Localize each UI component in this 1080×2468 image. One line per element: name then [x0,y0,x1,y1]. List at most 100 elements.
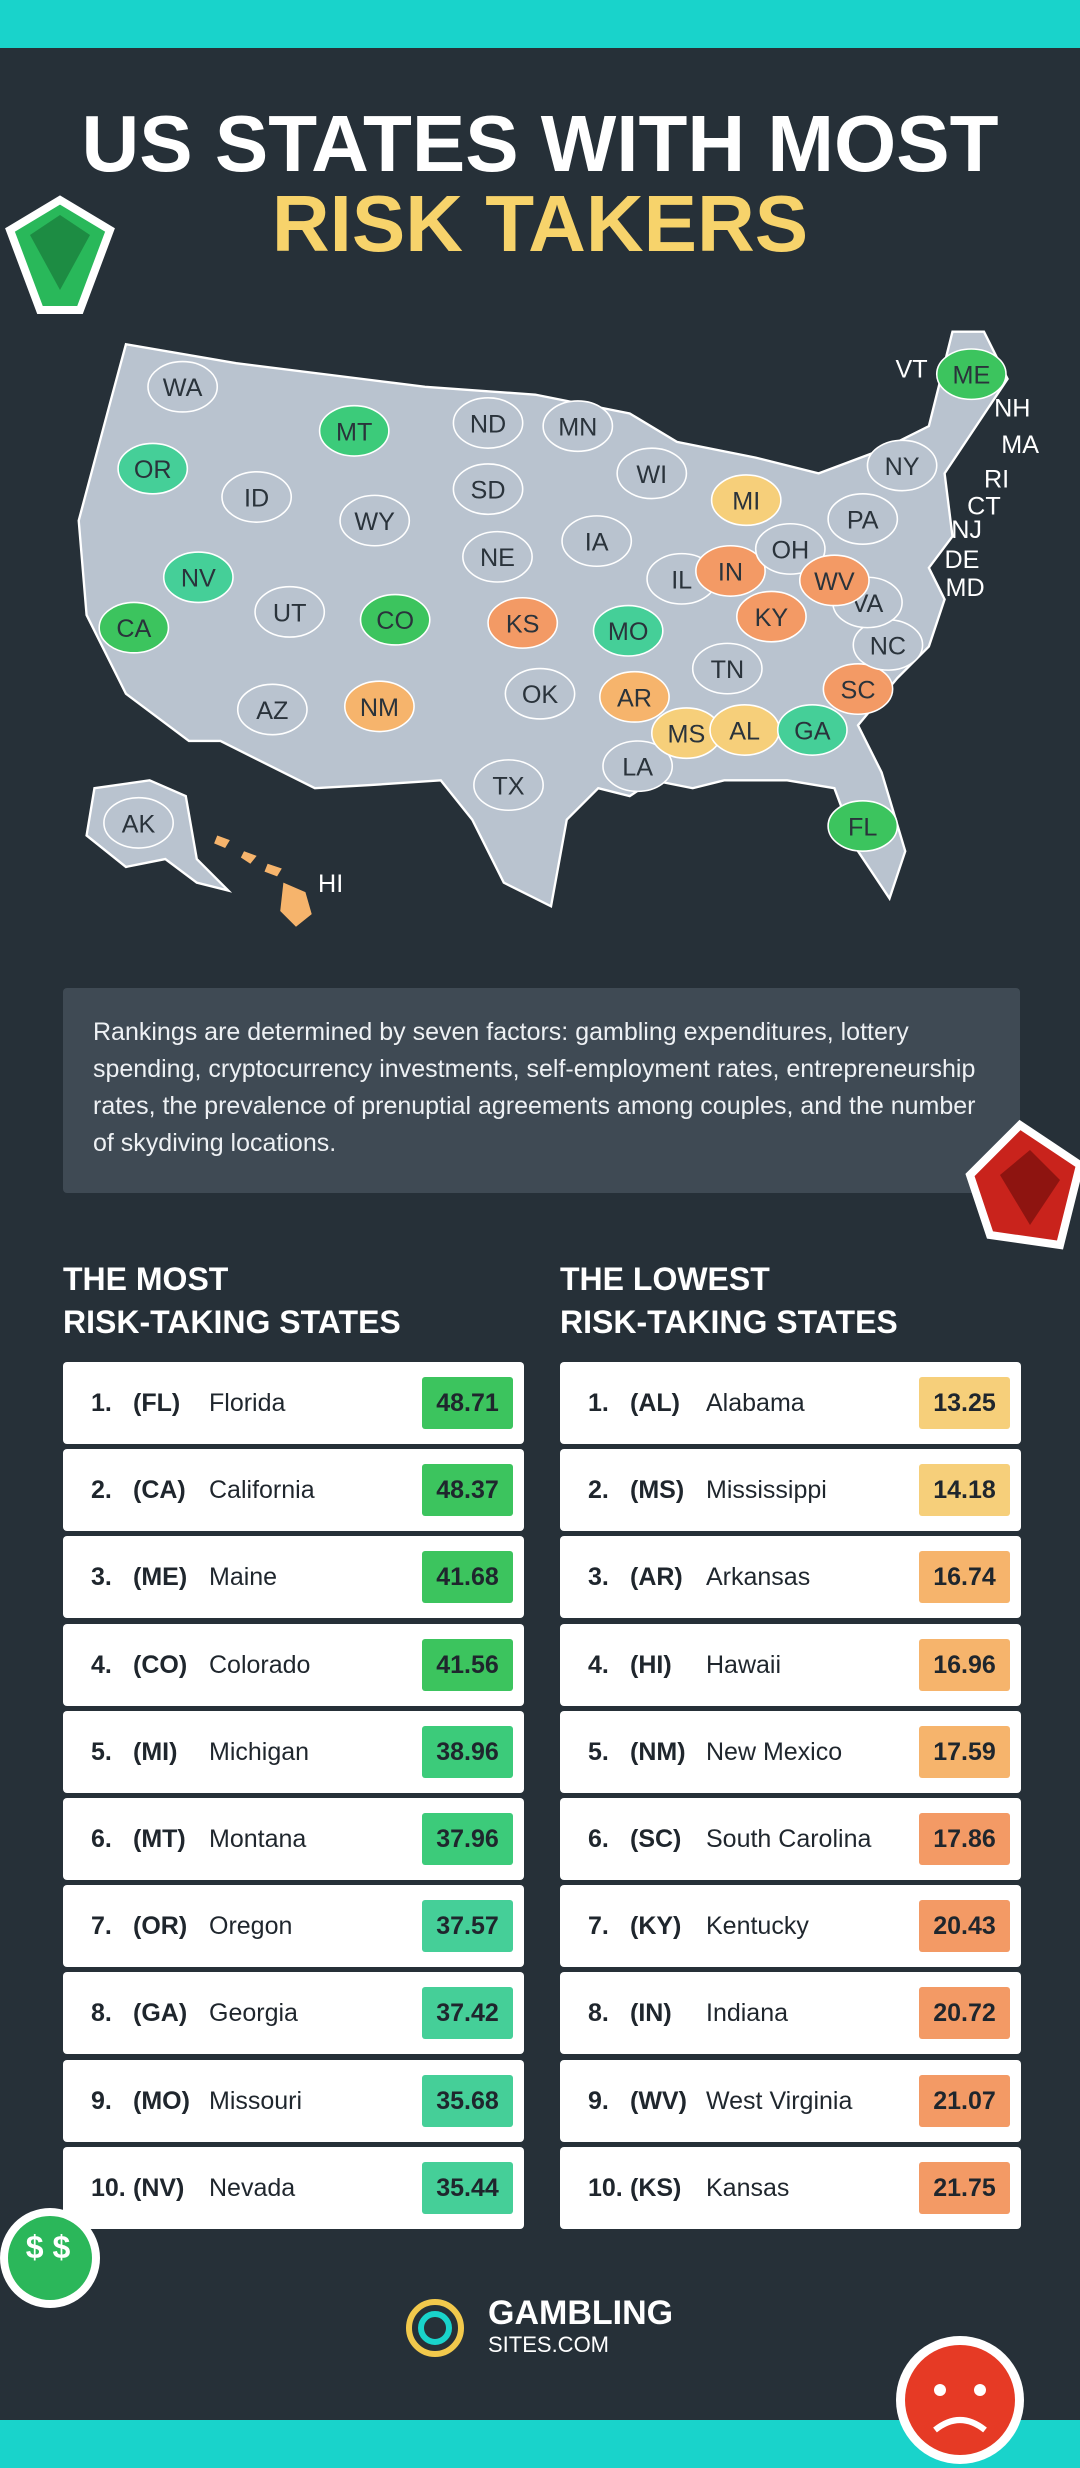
bottom-bar [0,2420,1080,2468]
state-label: AK [122,810,156,838]
top-bar [0,0,1080,48]
state-shape [599,670,670,723]
state-label: GA [794,717,831,745]
state-shape [827,493,899,545]
state-name: West Virginia [706,2086,853,2115]
state-shape [103,796,174,849]
state-shape [98,601,170,654]
table-row: 4. (HI) Hawaii 16.96 [560,1623,1021,1706]
state-name: Missouri [209,2086,303,2115]
table-row: 3. (AR) Arkansas 16.74 [560,1536,1021,1619]
state-shape [462,530,533,583]
title: US STATES WITH MOST [81,99,999,188]
state-label: LA [622,754,653,782]
table-row: 7. (KY) Kentucky 20.43 [560,1885,1021,1968]
table-row: 10. (NV) Nevada 35.44 [63,2146,524,2229]
state-label: OH [771,536,809,564]
state-shape [318,404,390,457]
state-code: (OR) [133,1912,188,1941]
state-name: Oregon [209,1912,293,1941]
svg-text:$ $: $ $ [26,2229,71,2265]
state-name: New Mexico [706,1737,843,1766]
state-label: TX [492,773,524,801]
rank: 4. [91,1650,112,1679]
rank: 5. [91,1737,112,1766]
state-shape [221,470,293,523]
score: 13.25 [919,1377,1010,1429]
state-label: NH [994,395,1030,423]
score: 48.37 [422,1464,513,1517]
state-shape [866,439,938,492]
state-name: Arkansas [706,1563,811,1592]
state-code: (NM) [630,1737,686,1766]
rank: 3. [91,1563,112,1592]
state-label: AZ [256,697,288,725]
state-shape [487,596,559,649]
score: 21.75 [919,2161,1010,2214]
state-shape [343,680,415,733]
state-shape [822,663,894,716]
rank: 9. [588,2086,609,2115]
state-shape [776,703,848,756]
table-row: 6. (SC) South Carolina 17.86 [560,1798,1021,1880]
score: 20.43 [919,1900,1010,1953]
state-label: NE [480,544,515,572]
state-name: Hawaii [706,1650,782,1679]
state-label: WY [354,508,395,536]
state-label: ID [244,484,269,512]
state-name: Mississippi [706,1476,827,1505]
score: 37.57 [422,1900,513,1953]
state-name: Kentucky [706,1912,809,1941]
table-row: 9. (WV) West Virginia 21.07 [560,2059,1021,2142]
state-shape [504,667,576,720]
state-code: (CA) [133,1476,186,1505]
state-label: SD [471,477,506,505]
score: 21.07 [919,2074,1010,2127]
state-label: TN [711,656,745,684]
state-shape [616,447,688,500]
state-shape [359,593,431,646]
table-row: 2. (MS) Mississippi 14.18 [560,1449,1021,1532]
state-label: IL [671,566,692,594]
state-label: RI [984,466,1009,494]
state-label: NV [181,565,216,593]
score: 17.59 [919,1725,1010,1778]
state-name: California [209,1476,315,1505]
rank: 8. [588,1999,609,2028]
state-code: (KY) [630,1912,682,1941]
state-shape [798,554,870,607]
state-shape [695,544,766,597]
state-name: Kansas [706,2173,790,2202]
state-label: MN [558,414,597,442]
state-code: (KS) [630,2173,682,2202]
ruby-icon [965,1119,1080,1250]
table-row: 9. (MO) Missouri 35.68 [63,2059,524,2142]
table-title: RISK-TAKING STATES [560,1304,898,1340]
state-code: (MI) [133,1737,178,1766]
state-code: (MT) [133,1825,186,1853]
state-name: Montana [209,1825,307,1853]
state-shape [935,348,1007,401]
state-name: Maine [209,1563,278,1592]
state-shape [452,463,524,516]
rank: 4. [588,1650,609,1679]
state-code: (CO) [133,1650,188,1679]
state-label: WV [814,568,855,596]
state-code: (HI) [630,1650,672,1679]
logo-domain: SITES.COM [488,2332,610,2357]
state-label: MA [1001,431,1039,459]
table-row: 2. (CA) California 48.37 [63,1449,524,1532]
state-code: (IN) [630,1999,672,2028]
state-name: Nevada [209,2173,296,2202]
state-name: South Carolina [706,1825,872,1853]
rank: 6. [91,1825,112,1853]
rank: 7. [91,1912,112,1941]
state-label: IN [718,558,743,586]
state-shape [117,442,189,495]
state-shape [691,642,763,695]
state-code: (MS) [630,1476,685,1505]
title: RISK TAKERS [271,179,809,268]
table-row: 5. (MI) Michigan 38.96 [63,1710,524,1793]
table-row: 6. (MT) Montana 37.96 [63,1798,524,1880]
